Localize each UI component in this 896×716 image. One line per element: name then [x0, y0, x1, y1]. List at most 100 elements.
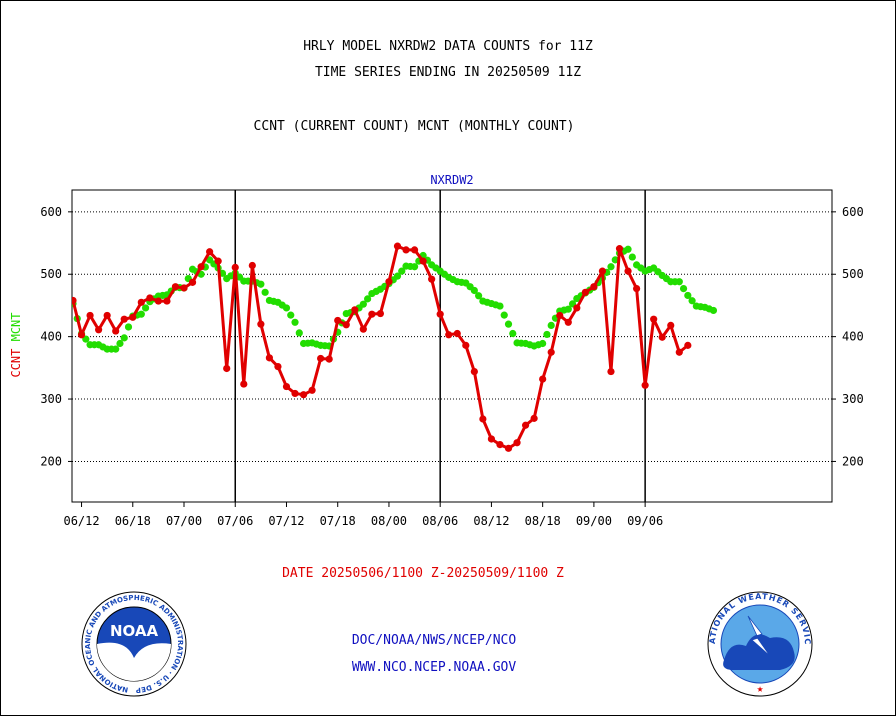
point-ccnt-18	[223, 364, 231, 373]
nws-star-icon: ★	[757, 682, 764, 695]
point-ccnt-27	[299, 391, 308, 399]
point-mcnt-55	[539, 339, 547, 348]
footer-url: WWW.NCO.NCEP.NOAA.GOV	[351, 660, 517, 675]
point-mcnt-mid-38	[398, 267, 406, 275]
point-ccnt-68	[650, 315, 658, 323]
point-mcnt-mid-72	[688, 297, 696, 305]
title-line-1: HRLY MODEL NXRDW2 DATA COUNTS for 11Z	[303, 39, 593, 54]
x-tick-label-07-12: 07/12	[268, 514, 304, 528]
nws-logo-lightning-icon	[747, 615, 771, 657]
point-mcnt-47	[470, 286, 478, 295]
point-ccnt-36	[376, 309, 385, 318]
point-ccnt-54	[530, 414, 538, 422]
point-ccnt-23	[265, 354, 274, 362]
point-mcnt-mid-8	[141, 304, 150, 312]
point-ccnt-22	[257, 320, 265, 328]
plot-frame	[71, 189, 833, 503]
point-ccnt-56	[547, 348, 555, 356]
line-ccnt	[72, 244, 689, 450]
point-mcnt-75	[709, 306, 718, 315]
point-ccnt-12	[171, 283, 180, 291]
point-ccnt-72	[684, 341, 692, 349]
y-axis-label-ccnt: CCNT	[9, 349, 23, 378]
title-line-3: CCNT (CURRENT COUNT) MCNT (MONTHLY COUNT…	[253, 119, 575, 134]
point-ccnt-62	[598, 267, 607, 275]
point-ccnt-32	[342, 321, 350, 329]
point-ccnt-26	[291, 389, 299, 398]
point-ccnt-57	[556, 311, 564, 320]
point-ccnt-45	[453, 329, 461, 338]
point-mcnt-mid-55	[543, 330, 551, 339]
point-ccnt-14	[188, 278, 197, 286]
point-ccnt-33	[351, 306, 359, 314]
x-tick-label-06-18: 06/18	[115, 514, 151, 528]
point-ccnt-9	[146, 294, 154, 302]
point-ccnt-2	[86, 311, 94, 320]
point-ccnt-44	[445, 331, 453, 339]
date-range: DATE 20250506/1100 Z-20250509/1100 Z	[282, 566, 564, 581]
point-ccnt-8	[137, 298, 145, 306]
point-mcnt-mid-63	[611, 256, 619, 264]
point-mcnt-mid-25	[287, 311, 295, 319]
point-mcnt-71	[675, 278, 683, 286]
point-mcnt-50	[496, 302, 504, 310]
footer-org: DOC/NOAA/NWS/NCEP/NCO	[351, 633, 517, 648]
point-ccnt-31	[334, 316, 342, 325]
point-mcnt-58	[564, 305, 572, 313]
x-tick-label-07-00: 07/00	[166, 514, 202, 528]
point-mcnt-mid-65	[628, 253, 636, 261]
x-tick-label-08-12: 08/12	[473, 514, 509, 528]
point-ccnt-63	[607, 367, 615, 376]
point-ccnt-3	[95, 326, 103, 334]
point-mcnt-63	[607, 263, 615, 271]
point-ccnt-21	[248, 261, 256, 270]
point-ccnt-43	[436, 310, 444, 318]
point-ccnt-19	[231, 263, 239, 271]
point-mcnt-72	[684, 291, 692, 300]
point-ccnt-37	[385, 278, 393, 286]
point-ccnt-55	[539, 375, 547, 383]
point-mcnt-mid-34	[364, 295, 372, 303]
point-ccnt-5	[112, 327, 120, 335]
y-tick-label-left-400: 400	[40, 330, 62, 344]
point-ccnt-61	[590, 283, 598, 291]
point-ccnt-60	[581, 288, 589, 296]
y-tick-label-right-200: 200	[842, 454, 864, 468]
point-ccnt-58	[564, 318, 572, 326]
point-ccnt-52	[513, 439, 521, 447]
point-ccnt-49	[487, 435, 496, 443]
point-mcnt-25	[282, 304, 291, 312]
point-ccnt-39	[402, 246, 410, 254]
chart-title: NXRDW2	[430, 173, 473, 187]
point-ccnt-17	[214, 257, 222, 265]
point-ccnt-46	[462, 341, 470, 349]
point-mcnt-mid-5	[116, 339, 124, 348]
y-tick-label-right-500: 500	[842, 267, 864, 281]
point-mcnt-56	[547, 321, 555, 330]
point-ccnt-70	[667, 321, 675, 330]
x-tick-label-08-18: 08/18	[525, 514, 561, 528]
point-ccnt-53	[521, 421, 530, 429]
point-ccnt-7	[129, 313, 137, 321]
y-axis-label: CCNT MCNT	[9, 312, 23, 377]
point-mcnt-38	[393, 272, 402, 280]
point-ccnt-50	[496, 440, 504, 449]
y-tick-label-right-300: 300	[842, 392, 864, 406]
point-ccnt-29	[317, 354, 325, 363]
point-mcnt-mid-71	[679, 284, 688, 293]
point-ccnt-11	[163, 297, 171, 305]
y-axis-label-gap	[9, 341, 23, 348]
point-ccnt-0	[72, 296, 77, 305]
point-ccnt-34	[359, 325, 367, 333]
point-mcnt-mid-47	[475, 292, 483, 300]
point-mcnt-26	[291, 318, 299, 326]
y-tick-label-left-300: 300	[40, 392, 62, 406]
point-ccnt-47	[470, 367, 478, 376]
x-tick-label-09-00: 09/00	[576, 514, 612, 528]
point-ccnt-67	[641, 381, 649, 389]
point-ccnt-64	[615, 245, 624, 253]
series-ccnt	[72, 242, 692, 452]
x-tick-label-06-12: 06/12	[63, 514, 99, 528]
x-tick-label-08-06: 08/06	[422, 514, 458, 528]
